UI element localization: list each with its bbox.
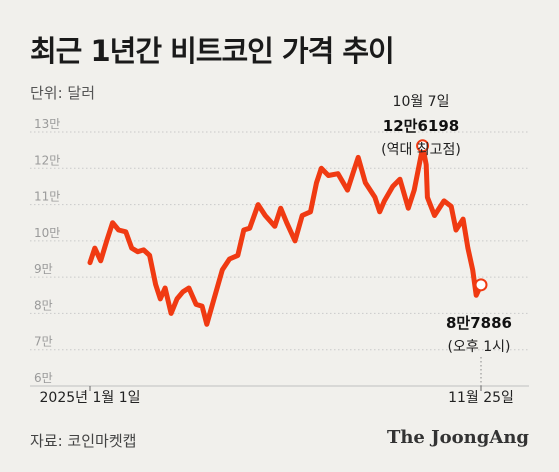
y-tick-label: 13만	[34, 117, 60, 131]
x-tick-label-end: 11월 25일	[448, 390, 514, 406]
peak-marker	[416, 139, 430, 153]
price-line	[87, 143, 484, 327]
grid-lines	[30, 131, 529, 387]
x-tick-label-start: 2025년 1월 1일	[40, 390, 141, 406]
peak-date-label: 10월 7일	[393, 94, 450, 110]
y-tick-label: 12만	[34, 153, 60, 167]
x-axis-tick-marks	[89, 386, 482, 391]
y-tick-label: 11만	[34, 190, 60, 204]
last-value-label: 8만7886	[446, 314, 512, 332]
y-tick-label: 7만	[34, 335, 53, 349]
y-tick-label: 8만	[34, 298, 53, 312]
y-tick-label: 10만	[34, 226, 60, 240]
peak-note-label: (역대 최고점)	[381, 142, 461, 158]
y-axis-ticks: 6만 7만 8만 9만 10만 11만 12만 13만	[34, 117, 60, 385]
source-label: 자료: 코인마켓캡	[30, 432, 137, 450]
y-tick-label: 9만	[34, 262, 53, 276]
peak-value-label: 12만6198	[383, 117, 459, 135]
unit-label: 단위: 달러	[30, 84, 96, 102]
chart-title: 최근 1년간 비트코인 가격 추이	[30, 34, 395, 68]
last-marker	[474, 278, 488, 292]
y-tick-label: 6만	[34, 371, 53, 385]
last-note-label: (오후 1시)	[448, 339, 511, 355]
brand-logo: The JoongAng	[386, 427, 529, 448]
